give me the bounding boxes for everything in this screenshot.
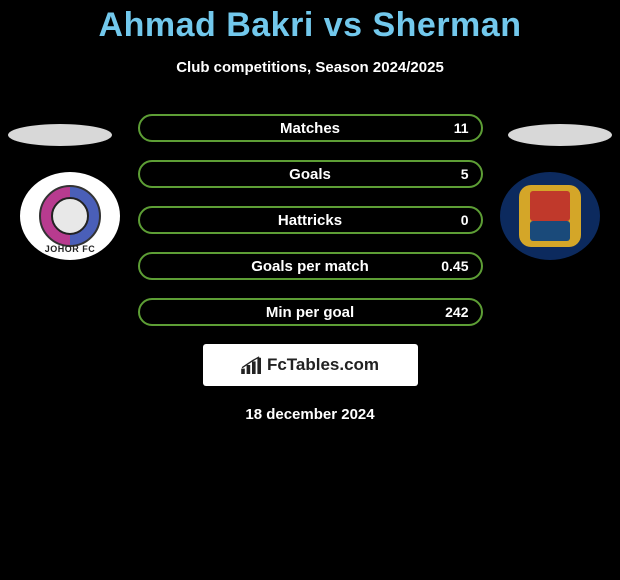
stat-row-mpg: Min per goal 242 xyxy=(138,298,483,326)
stat-label: Matches xyxy=(280,120,340,137)
brand-text: FcTables.com xyxy=(267,355,379,375)
left-team-label: JOHOR FC xyxy=(45,244,96,254)
main-area: JOHOR FC Matches 11 Goals 5 Hattricks 0 … xyxy=(0,114,620,423)
comparison-card: Ahmad Bakri vs Sherman Club competitions… xyxy=(0,0,620,423)
stat-label: Hattricks xyxy=(278,212,342,229)
stat-label: Goals xyxy=(289,166,331,183)
stat-row-goals: Goals 5 xyxy=(138,160,483,188)
left-shadow-ellipse xyxy=(8,124,112,146)
right-team-crest xyxy=(519,185,581,247)
stats-list: Matches 11 Goals 5 Hattricks 0 Goals per… xyxy=(138,114,483,326)
date-label: 18 december 2024 xyxy=(0,406,620,423)
stat-value: 0.45 xyxy=(441,258,468,274)
stat-value: 11 xyxy=(454,120,469,136)
subtitle: Club competitions, Season 2024/2025 xyxy=(0,59,620,76)
right-team-badge xyxy=(500,172,600,260)
stat-label: Goals per match xyxy=(251,258,369,275)
brand-logo[interactable]: FcTables.com xyxy=(203,344,418,386)
right-shadow-ellipse xyxy=(508,124,612,146)
stat-value: 0 xyxy=(461,212,469,228)
left-team-badge: JOHOR FC xyxy=(20,172,120,260)
bar-chart-icon xyxy=(241,356,263,374)
stat-value: 5 xyxy=(461,166,469,182)
stat-row-gpm: Goals per match 0.45 xyxy=(138,252,483,280)
stat-row-hattricks: Hattricks 0 xyxy=(138,206,483,234)
page-title: Ahmad Bakri vs Sherman xyxy=(0,6,620,45)
left-team-crest xyxy=(39,185,101,247)
stat-row-matches: Matches 11 xyxy=(138,114,483,142)
stat-value: 242 xyxy=(445,304,468,320)
stat-label: Min per goal xyxy=(266,304,354,321)
